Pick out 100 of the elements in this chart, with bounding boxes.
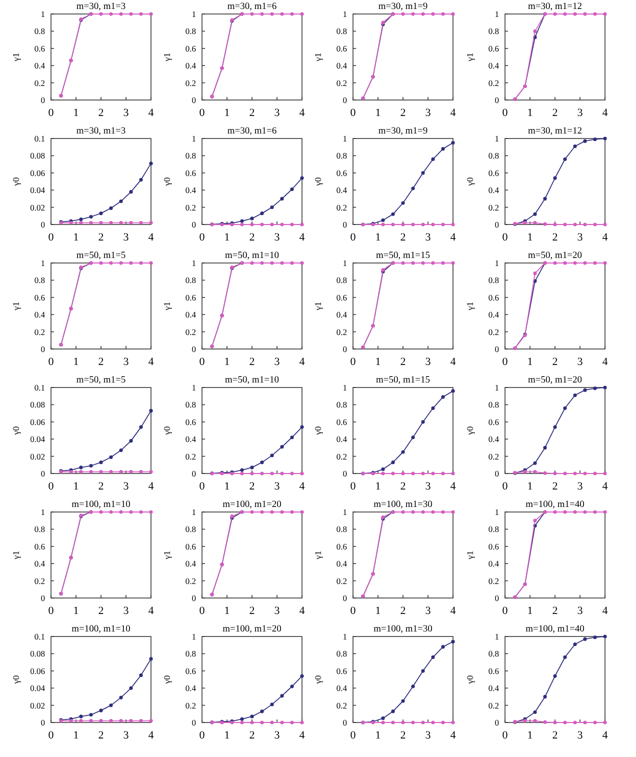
y-axis-title: γ1 xyxy=(465,550,475,560)
y-tick-label: 1 xyxy=(342,632,347,642)
chart-title: m=100, m1=10 xyxy=(72,500,131,510)
y-tick-label: 0.04 xyxy=(30,683,46,694)
y-tick-label: 0 xyxy=(494,593,499,603)
y-tick-label: 1 xyxy=(494,632,499,642)
x-tick-label: 4 xyxy=(299,232,306,244)
y-tick-label: 0.8 xyxy=(185,26,196,36)
y-tick-label: 0 xyxy=(192,220,196,230)
y-tick-label: 0 xyxy=(192,468,196,478)
y-tick-label: 1 xyxy=(40,258,45,268)
y-axis-title: γ1 xyxy=(313,550,323,560)
y-tick-label: 0.4 xyxy=(488,434,500,444)
x-tick-label: 1 xyxy=(527,232,533,244)
x-tick-label: 3 xyxy=(425,356,432,368)
chart-title: m=50, m1=10 xyxy=(225,251,280,261)
x-tick-label: 3 xyxy=(425,107,432,119)
chart-title: m=50, m1=10 xyxy=(225,376,280,386)
y-tick-label: 0.4 xyxy=(34,310,46,320)
y-tick-label: 0.8 xyxy=(488,150,499,161)
x-tick-label: 4 xyxy=(148,107,154,119)
chart-title: m=100, m1=10 xyxy=(72,624,131,634)
x-tick-label: 3 xyxy=(577,356,584,368)
x-tick-label: 3 xyxy=(274,107,280,119)
x-tick-label: 0 xyxy=(502,232,508,244)
y-tick-label: 0.2 xyxy=(34,78,45,88)
x-tick-label: 0 xyxy=(502,480,508,492)
x-tick-label: 2 xyxy=(249,605,255,617)
y-tick-label: 0.8 xyxy=(336,524,347,534)
x-tick-label: 4 xyxy=(299,480,306,492)
y-tick-label: 0 xyxy=(342,718,347,728)
y-tick-label: 0.6 xyxy=(336,416,347,427)
y-tick-label: 0.4 xyxy=(336,185,348,196)
x-tick-label: 1 xyxy=(375,356,381,368)
x-tick-label: 1 xyxy=(73,107,79,119)
y-axis-title: γ0 xyxy=(313,176,323,187)
y-tick-label: 0.04 xyxy=(30,434,46,444)
y-tick-label: 0.4 xyxy=(185,683,197,694)
y-axis-title: γ1 xyxy=(162,302,172,312)
y-axis-title: γ0 xyxy=(313,674,323,685)
x-tick-label: 2 xyxy=(400,232,406,244)
y-tick-label: 1 xyxy=(40,9,45,19)
chart-title: m=50, m1=20 xyxy=(528,251,582,261)
y-tick-label: 0.2 xyxy=(336,78,347,88)
y-axis-title: γ0 xyxy=(11,426,21,436)
y-tick-label: 0.2 xyxy=(336,202,347,212)
y-tick-label: 0.6 xyxy=(185,416,196,427)
chart-title: m=30, m1=6 xyxy=(227,126,277,136)
x-tick-label: 1 xyxy=(224,605,230,617)
x-tick-label: 1 xyxy=(527,107,533,119)
y-tick-label: 0 xyxy=(40,220,45,230)
x-tick-label: 4 xyxy=(299,107,306,119)
y-tick-label: 0.2 xyxy=(185,326,196,337)
x-tick-label: 4 xyxy=(299,730,306,742)
x-tick-label: 4 xyxy=(602,605,608,617)
y-tick-label: 0.6 xyxy=(488,292,499,302)
x-tick-label: 1 xyxy=(375,730,381,742)
y-tick-label: 0.4 xyxy=(336,558,348,569)
y-tick-label: 0 xyxy=(192,593,196,603)
y-tick-label: 0.8 xyxy=(488,275,499,286)
x-tick-label: 3 xyxy=(274,605,280,617)
y-tick-label: 0.4 xyxy=(336,60,348,71)
x-tick-label: 2 xyxy=(400,730,406,742)
y-tick-label: 0.6 xyxy=(488,666,499,676)
x-tick-label: 1 xyxy=(527,480,533,492)
x-tick-label: 3 xyxy=(425,605,432,617)
chart-title: m=100, m1=30 xyxy=(374,624,433,634)
y-tick-label: 0.6 xyxy=(185,666,196,676)
y-tick-label: 0.6 xyxy=(185,292,196,302)
y-tick-label: 0.6 xyxy=(34,43,45,54)
x-tick-label: 1 xyxy=(224,730,230,742)
y-tick-label: 0.8 xyxy=(488,400,499,410)
y-tick-label: 0.2 xyxy=(185,451,196,462)
y-axis-title: γ1 xyxy=(465,52,475,62)
x-tick-label: 2 xyxy=(552,480,558,492)
y-tick-label: 0.4 xyxy=(185,310,197,320)
y-tick-label: 1 xyxy=(494,382,499,392)
x-tick-label: 3 xyxy=(425,232,432,244)
y-tick-label: 0.2 xyxy=(336,576,347,586)
x-tick-label: 0 xyxy=(502,107,508,119)
y-tick-label: 0.06 xyxy=(30,168,45,178)
y-tick-label: 0.8 xyxy=(34,275,45,286)
x-tick-label: 2 xyxy=(98,232,104,244)
x-tick-label: 1 xyxy=(527,356,533,368)
y-tick-label: 1 xyxy=(192,507,196,517)
y-tick-label: 0.4 xyxy=(336,310,348,320)
y-tick-label: 0 xyxy=(40,468,45,478)
x-tick-label: 4 xyxy=(450,232,456,244)
x-tick-label: 3 xyxy=(425,730,432,742)
y-tick-label: 0.02 xyxy=(30,451,45,462)
chart-title: m=50, m1=5 xyxy=(76,376,126,386)
x-tick-label: 1 xyxy=(224,107,230,119)
x-tick-label: 3 xyxy=(123,107,130,119)
y-tick-label: 0.8 xyxy=(185,275,196,286)
y-tick-label: 0.4 xyxy=(488,558,500,569)
y-tick-label: 1 xyxy=(192,258,196,268)
x-tick-label: 0 xyxy=(199,356,206,368)
y-tick-label: 0.1 xyxy=(34,134,45,144)
y-tick-label: 0 xyxy=(192,718,196,728)
y-tick-label: 0.04 xyxy=(30,185,46,196)
